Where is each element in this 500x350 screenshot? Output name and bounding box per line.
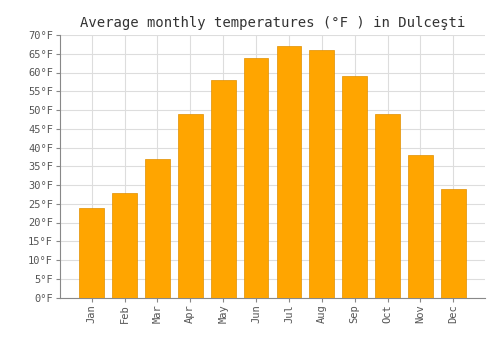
Bar <box>211 80 236 298</box>
Bar <box>276 46 301 298</box>
Bar <box>342 76 367 298</box>
Bar <box>80 208 104 298</box>
Bar <box>408 155 433 298</box>
Bar <box>376 114 400 298</box>
Bar <box>145 159 170 298</box>
Title: Average monthly temperatures (°F ) in Dulceşti: Average monthly temperatures (°F ) in Du… <box>80 16 465 30</box>
Bar <box>112 193 137 298</box>
Bar <box>178 114 203 298</box>
Bar <box>244 57 268 298</box>
Bar <box>441 189 466 298</box>
Bar <box>310 50 334 298</box>
